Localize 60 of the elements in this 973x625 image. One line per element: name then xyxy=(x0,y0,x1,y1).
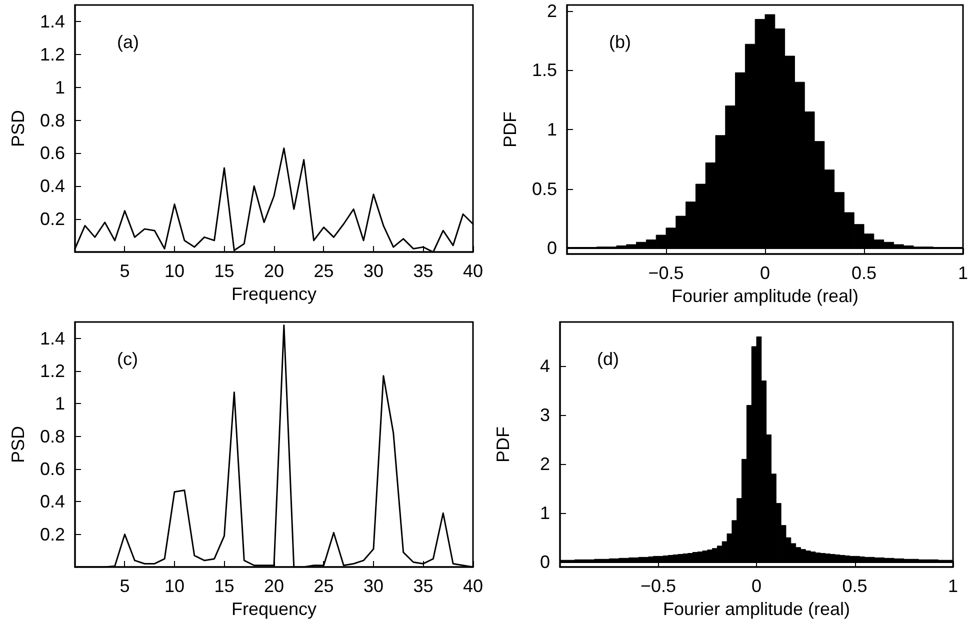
y-tick-label: 0.8 xyxy=(40,426,65,446)
x-tick-label: 5 xyxy=(120,261,130,281)
y-axis-title: PDF xyxy=(493,426,513,462)
y-tick-label: 1.4 xyxy=(40,11,65,32)
x-axis-title: Fourier amplitude (real) xyxy=(671,286,859,306)
x-tick-label: 25 xyxy=(314,576,334,596)
x-tick-label: 20 xyxy=(264,261,284,281)
y-tick-label: 1 xyxy=(540,503,550,524)
x-tick-label: 30 xyxy=(363,261,384,281)
x-tick-label: 1 xyxy=(958,263,968,283)
y-tick-label: 0.2 xyxy=(40,524,65,544)
x-tick-label: −0.5 xyxy=(648,263,684,283)
y-tick-label: 0.2 xyxy=(40,209,65,230)
y-tick-label: 0.4 xyxy=(40,492,65,512)
x-tick-label: 25 xyxy=(314,261,334,281)
y-tick-label: 1 xyxy=(54,394,65,414)
x-tick-label: 15 xyxy=(214,576,234,596)
y-tick-label: 4 xyxy=(540,356,550,376)
y-tick-label: 1.5 xyxy=(532,60,557,80)
annotation: (b) xyxy=(609,32,631,52)
y-tick-label: 0.4 xyxy=(40,176,65,196)
y-tick-label: 0 xyxy=(540,552,550,572)
y-axis-title: PSD xyxy=(8,110,28,148)
x-tick-label: 15 xyxy=(214,261,234,281)
annotation: (d) xyxy=(597,349,619,369)
y-tick-label: 1 xyxy=(54,77,65,98)
y-tick-label: 0.6 xyxy=(40,459,65,479)
y-tick-label: 1.2 xyxy=(40,44,65,64)
x-axis-title: Fourier amplitude (real) xyxy=(662,598,850,619)
x-tick-label: 35 xyxy=(413,576,434,596)
y-tick-label: 3 xyxy=(540,405,550,426)
x-tick-label: 10 xyxy=(164,261,185,281)
y-tick-label: 1 xyxy=(546,120,557,140)
y-tick-label: 2 xyxy=(540,454,550,474)
y-tick-label: 1.4 xyxy=(40,328,65,348)
y-tick-label: 0.8 xyxy=(40,110,65,130)
annotation: (a) xyxy=(117,32,139,52)
x-tick-label: 30 xyxy=(363,576,384,596)
y-tick-label: 0.6 xyxy=(40,143,65,164)
annotation: (c) xyxy=(117,349,138,369)
x-tick-label: 0.5 xyxy=(842,576,868,596)
y-tick-label: 0 xyxy=(546,238,557,258)
y-tick-label: 2 xyxy=(546,0,557,21)
x-tick-label: −0.5 xyxy=(640,576,676,596)
x-tick-label: 0 xyxy=(751,576,762,596)
x-axis-title: Frequency xyxy=(231,598,317,619)
x-tick-label: 40 xyxy=(462,261,484,281)
y-tick-label: 0.5 xyxy=(532,178,557,199)
y-axis-title: PDF xyxy=(500,111,520,148)
x-tick-label: 20 xyxy=(264,576,284,596)
x-tick-label: 1 xyxy=(948,576,958,596)
x-tick-label: 0 xyxy=(760,263,770,283)
x-tick-label: 35 xyxy=(413,261,434,281)
x-tick-label: 40 xyxy=(462,576,484,596)
y-tick-label: 1.2 xyxy=(40,361,65,381)
x-tick-label: 10 xyxy=(164,576,185,596)
x-tick-label: 5 xyxy=(120,576,130,596)
y-axis-title: PSD xyxy=(8,426,28,464)
x-axis-title: Frequency xyxy=(231,284,317,304)
x-tick-label: 0.5 xyxy=(851,263,877,283)
